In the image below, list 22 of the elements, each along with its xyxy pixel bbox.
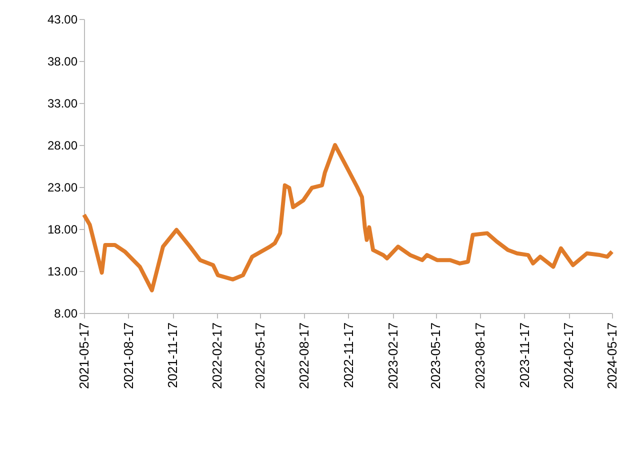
y-tick-label: 43.00	[47, 12, 78, 26]
line-series	[82, 143, 614, 292]
x-tick-label: 2021-11-17	[165, 322, 180, 388]
x-tick-label: 2024-05-17	[604, 322, 620, 389]
x-tick-label: 2022-11-17	[340, 322, 356, 388]
x-tick-label: 2023-05-17	[428, 322, 444, 389]
x-tick-label: 2021-05-17	[76, 322, 92, 389]
y-tick-label: 23.00	[47, 180, 78, 194]
y-tick-label: 18.00	[47, 222, 78, 236]
x-tick-label: 2022-08-17	[296, 322, 312, 389]
x-tick-label: 2021-08-17	[120, 322, 136, 389]
x-tick-label: 2022-05-17	[252, 322, 268, 389]
y-tick-label: 28.00	[47, 138, 78, 152]
y-tick-label: 33.00	[47, 96, 78, 110]
x-tick-label: 2023-08-17	[472, 322, 488, 389]
y-tick-label: 38.00	[47, 54, 78, 68]
x-tick-label: 2023-02-17	[385, 322, 400, 389]
x-tick-label: 2024-02-17	[561, 322, 576, 389]
y-tick-label: 8.00	[54, 306, 78, 320]
y-tick-label: 13.00	[47, 264, 78, 278]
x-tick-label: 2023-11-17	[516, 322, 532, 388]
x-tick-label: 2022-02-17	[209, 322, 224, 389]
